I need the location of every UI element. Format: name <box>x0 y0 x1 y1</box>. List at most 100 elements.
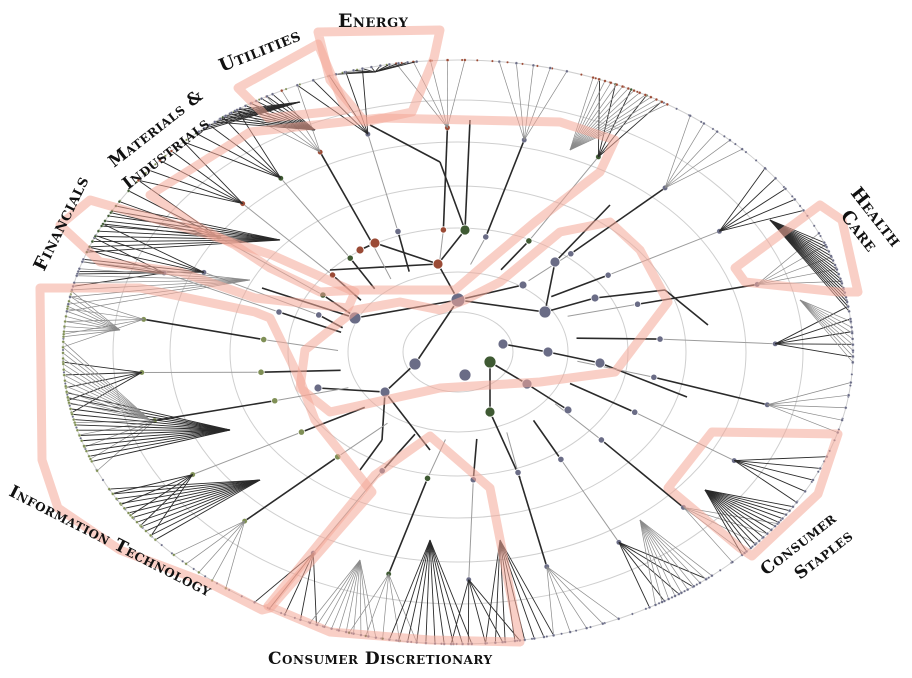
tree-node <box>459 224 471 236</box>
tree-edge <box>329 263 439 271</box>
tree-edge <box>65 385 151 421</box>
tree-edge <box>365 573 389 637</box>
tree-node <box>131 516 135 520</box>
tree-node <box>185 138 188 142</box>
tree-node <box>521 62 524 66</box>
tree-edge <box>526 383 569 411</box>
tree-node <box>829 254 833 258</box>
tree-node <box>626 86 630 91</box>
ring-2 <box>347 271 569 433</box>
tree-edge <box>799 299 854 351</box>
tree-edge <box>639 519 707 580</box>
tree-node <box>763 166 767 170</box>
tree-edge <box>775 343 853 345</box>
tree-node <box>61 351 65 355</box>
tree-node <box>62 332 66 336</box>
tree-edge <box>70 408 231 431</box>
tree-edge <box>429 539 454 645</box>
tree-edge <box>74 279 251 284</box>
tree-edge <box>145 479 261 532</box>
tree-node <box>218 117 222 121</box>
tree-node <box>542 346 554 358</box>
tree-node <box>65 307 69 311</box>
tree-node <box>172 553 176 557</box>
tree-edge <box>664 139 731 189</box>
tree-edge <box>91 429 231 462</box>
tree-edge <box>704 489 772 531</box>
tree-node <box>432 258 444 270</box>
tree-node <box>849 319 853 324</box>
tree-edge <box>704 489 776 527</box>
tree-node <box>609 81 613 85</box>
tree-node <box>754 159 758 162</box>
tree-edge <box>388 573 400 641</box>
tree-edge <box>371 243 392 280</box>
tree-edge <box>569 101 663 151</box>
tree-node <box>194 131 198 135</box>
tree-edge <box>63 341 151 421</box>
tree-edge <box>719 199 795 232</box>
tree-node <box>79 436 83 440</box>
tree-node <box>224 114 228 118</box>
tree-node <box>707 576 711 579</box>
tree-edge <box>769 219 825 244</box>
sector-labels: Energy Utilities Materials & Industrials… <box>6 10 906 669</box>
tree-edge <box>324 559 361 627</box>
tree-node <box>851 343 855 347</box>
tree-edge <box>73 419 231 431</box>
tree-edge <box>664 289 709 326</box>
tree-edge <box>150 479 261 536</box>
tree-edge <box>597 79 601 157</box>
tree-node <box>840 418 844 422</box>
tree-edge <box>704 489 747 552</box>
tree-node <box>80 439 84 443</box>
tree-edge <box>63 369 151 421</box>
tree-edge <box>719 177 776 232</box>
tree-node <box>568 630 572 634</box>
tree-edge <box>639 519 701 584</box>
tree-node <box>704 577 708 581</box>
tree-node <box>122 506 126 510</box>
tree-node <box>589 625 592 629</box>
core-highlight <box>295 217 673 417</box>
tree-node <box>749 546 753 550</box>
tree-node <box>710 574 714 578</box>
tree-node <box>100 224 104 228</box>
tree-node <box>61 362 65 366</box>
tree-node <box>514 61 518 65</box>
tree-node <box>601 622 605 626</box>
tree-edge <box>316 559 361 626</box>
tree-edge <box>569 84 618 151</box>
tree-edge <box>517 472 548 567</box>
tree-node <box>62 325 67 329</box>
consumer-discretionary-highlight <box>263 431 525 647</box>
tree-edge <box>704 489 756 545</box>
tree-edge <box>442 127 449 230</box>
tree-node <box>446 58 450 62</box>
tree-node <box>850 331 854 335</box>
tree-node <box>698 581 702 585</box>
tree-edge <box>67 308 144 320</box>
tree-edge <box>359 559 377 638</box>
tree-node <box>103 219 107 223</box>
tree-edge <box>767 404 846 409</box>
tree-node <box>396 61 401 65</box>
tree-node <box>557 455 565 463</box>
tree-edge <box>769 219 830 252</box>
tree-edge <box>569 99 657 151</box>
tree-node <box>591 76 595 80</box>
tree-edge <box>704 489 779 523</box>
tree-edge <box>799 299 854 357</box>
tree-edge <box>319 151 373 244</box>
tree-node <box>275 308 283 316</box>
tree-node <box>174 146 178 150</box>
tree-node <box>545 635 549 638</box>
tree-node <box>793 197 797 201</box>
tree-node <box>213 120 217 124</box>
tree-node <box>773 524 777 528</box>
tree-node <box>649 95 653 99</box>
tree-edge <box>457 299 546 313</box>
tree-node <box>667 597 671 601</box>
tree-edge <box>211 520 245 581</box>
tree-edge <box>141 479 261 528</box>
